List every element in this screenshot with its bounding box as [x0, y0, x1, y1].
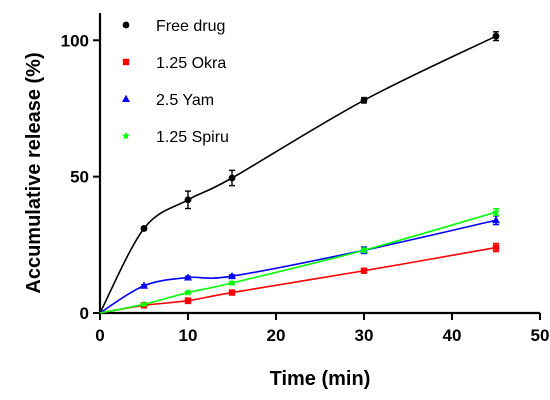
series-1	[99, 31, 500, 314]
series-line	[99, 35, 497, 314]
series-4	[99, 207, 500, 314]
data-point	[360, 96, 368, 104]
data-point	[184, 196, 192, 204]
data-point	[184, 288, 192, 296]
axes: 0 10 20 30 40 50 0 50 100	[61, 13, 550, 345]
y-tick-label: 0	[80, 304, 89, 323]
data-point	[492, 32, 500, 40]
legend-item: 1.25 Okra	[122, 55, 226, 72]
legend-label: Free drug	[156, 18, 225, 35]
legend-item: 2.5 Yam	[122, 92, 214, 109]
data-point	[492, 244, 500, 251]
data-point	[492, 216, 500, 224]
data-point	[228, 174, 236, 182]
data-point	[360, 267, 368, 274]
legend-label: 2.5 Yam	[156, 92, 214, 109]
x-axis-title: Time (min)	[270, 368, 371, 390]
data-point	[140, 281, 148, 289]
x-tick-label: 20	[267, 326, 286, 345]
series-3	[99, 215, 500, 314]
y-tick-label: 50	[70, 168, 89, 187]
legend: Free drug 1.25 Okra 2.5 Yam 1.25 Spiru	[122, 18, 229, 146]
legend-item: 1.25 Spiru	[122, 129, 229, 146]
y-tick-label: 100	[61, 31, 89, 50]
data-point	[228, 271, 236, 280]
x-tick-label: 30	[355, 326, 374, 345]
x-tick-label: 50	[531, 326, 550, 345]
data-point	[140, 225, 148, 232]
series-2	[99, 242, 500, 314]
legend-marker	[122, 21, 130, 29]
x-tick-label: 40	[443, 326, 462, 345]
data-point	[184, 273, 192, 281]
data-point	[360, 246, 368, 254]
legend-label: 1.25 Okra	[156, 55, 226, 72]
data-point	[228, 278, 236, 287]
series-line	[99, 211, 497, 314]
legend-marker	[122, 131, 130, 140]
data-point	[228, 289, 236, 296]
data-point	[492, 207, 500, 216]
data-point	[140, 300, 148, 308]
legend-marker	[122, 94, 130, 102]
legend-marker	[122, 58, 130, 66]
legend-label: 1.25 Spiru	[156, 129, 229, 146]
series-layer	[99, 31, 500, 314]
data-point	[184, 297, 192, 304]
x-tick-label: 0	[95, 326, 104, 345]
y-axis-title: Accumulative release (%)	[23, 52, 45, 293]
legend-item: Free drug	[122, 18, 225, 35]
x-tick-label: 10	[179, 326, 198, 345]
series-line	[99, 246, 497, 314]
